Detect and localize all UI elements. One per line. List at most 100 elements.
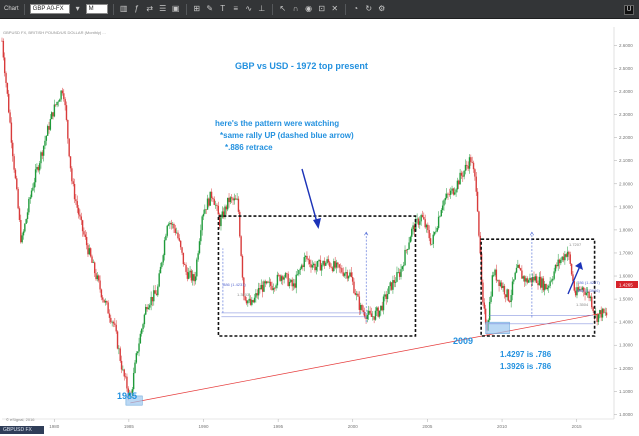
candle-body [330, 266, 332, 268]
candle-body [376, 307, 378, 311]
candle-body [120, 360, 123, 370]
candle-body [584, 291, 586, 295]
candle-body [103, 299, 105, 303]
candle-body [155, 293, 158, 296]
candle-body [296, 274, 299, 275]
candle-body [545, 283, 547, 290]
note-line-2: *same rally UP (dashed blue arrow) [220, 131, 354, 140]
trash-icon[interactable]: ✕ [331, 4, 339, 13]
lock-icon[interactable]: ⊡ [318, 4, 326, 13]
candle-body [288, 281, 291, 287]
compare-icon[interactable]: ⇄ [146, 4, 154, 13]
candle-body [564, 254, 566, 261]
candle-body [483, 302, 485, 309]
projection-arrow-head [575, 262, 583, 270]
candle-body [587, 291, 589, 293]
candle-body [87, 245, 89, 255]
cursor-icon[interactable]: ↖ [279, 4, 287, 13]
candle-body [548, 285, 550, 288]
candle-body [454, 192, 456, 195]
candle-body [134, 362, 136, 373]
fib-icon[interactable]: ≡ [233, 4, 238, 13]
candle-body [525, 278, 527, 282]
symbol-input[interactable]: GBP A0-FX [29, 4, 70, 14]
template-icon[interactable]: ☰ [159, 4, 167, 13]
symbol-dropdown-icon[interactable]: ▾ [75, 4, 80, 13]
candle-body [326, 259, 328, 263]
candle-body [235, 198, 237, 200]
candle-body [389, 282, 391, 287]
candle-body [6, 82, 9, 94]
settings-icon[interactable]: ⚙ [378, 4, 386, 13]
candle-body [136, 351, 139, 354]
magnet-icon[interactable]: ∩ [292, 4, 299, 13]
candle-body [467, 165, 469, 169]
candle-body [603, 308, 605, 313]
candle-body [408, 242, 410, 250]
candle-body [114, 323, 116, 325]
candle-body [402, 265, 405, 267]
candle-body [283, 277, 285, 280]
timeframe-input[interactable]: M [85, 4, 108, 14]
candle-body [214, 204, 217, 206]
candle-body [439, 216, 441, 217]
candle-body [433, 232, 436, 235]
replay-icon[interactable]: ↻ [365, 4, 373, 13]
chart-type-icon[interactable]: ▥ [119, 4, 128, 13]
candle-body [226, 197, 229, 210]
candle-body [102, 297, 104, 300]
candle-body [131, 389, 134, 393]
bottom-symbol-tag: GBPUSD FX [0, 426, 44, 434]
candle-body [342, 272, 344, 276]
candle-body [580, 289, 582, 290]
indicator-icon[interactable]: ƒ [134, 4, 139, 13]
candle-body [1, 40, 3, 42]
fib-note-line-1: 1.4297 is .786 [500, 350, 552, 359]
candle-body [322, 260, 324, 265]
price-chart[interactable]: 2.6000 2.5000 2.4000 2.3000 2.2000 2.1000 2.00… [0, 19, 639, 436]
chart-area[interactable]: GBPUSD FX, BRITISH POUND/US DOLLAR (Mont… [0, 19, 639, 436]
candle-body [490, 296, 492, 302]
candle-body [130, 392, 132, 394]
candle-body [239, 211, 241, 237]
candle-body [499, 282, 502, 286]
pointer-arrow [301, 168, 319, 227]
candle-body [317, 260, 319, 267]
measure-icon[interactable]: ⊥ [258, 4, 266, 13]
eye-icon[interactable]: ◉ [305, 4, 313, 13]
y-tick-label: 2.5000 [619, 66, 633, 71]
candle-body [447, 193, 449, 195]
save-icon[interactable]: ▣ [171, 4, 180, 13]
candle-body [578, 289, 581, 291]
candle-body [341, 268, 343, 273]
candle-body [542, 278, 545, 291]
alert-icon[interactable]: ◔ [353, 4, 359, 13]
candle-body [349, 272, 351, 277]
candle-body [474, 169, 476, 177]
candle-body [396, 272, 398, 282]
candle-body [33, 182, 35, 188]
y-tick-label: 1.6000 [619, 274, 633, 279]
candle-body [100, 289, 103, 298]
layout-icon[interactable]: ⊞ [193, 4, 201, 13]
draw-icon[interactable]: ✎ [206, 4, 214, 13]
candle-body [278, 274, 280, 276]
candle-body [244, 296, 246, 301]
pattern-icon[interactable]: ∿ [245, 4, 253, 13]
text-icon[interactable]: T [220, 4, 226, 13]
candle-body [476, 191, 479, 212]
candle-body [26, 212, 29, 220]
candle-body [333, 261, 335, 272]
candle-body [304, 255, 307, 258]
candle-body [139, 333, 142, 344]
candle-body [232, 198, 234, 201]
candle-body [154, 290, 156, 294]
candle-body [42, 145, 45, 156]
user-button[interactable]: U [624, 4, 634, 15]
candle-body [111, 321, 113, 323]
candle-body [492, 275, 495, 276]
candle-body [599, 310, 601, 315]
candle-body [424, 219, 426, 228]
candle-body [307, 259, 309, 260]
candle-body [194, 276, 197, 282]
